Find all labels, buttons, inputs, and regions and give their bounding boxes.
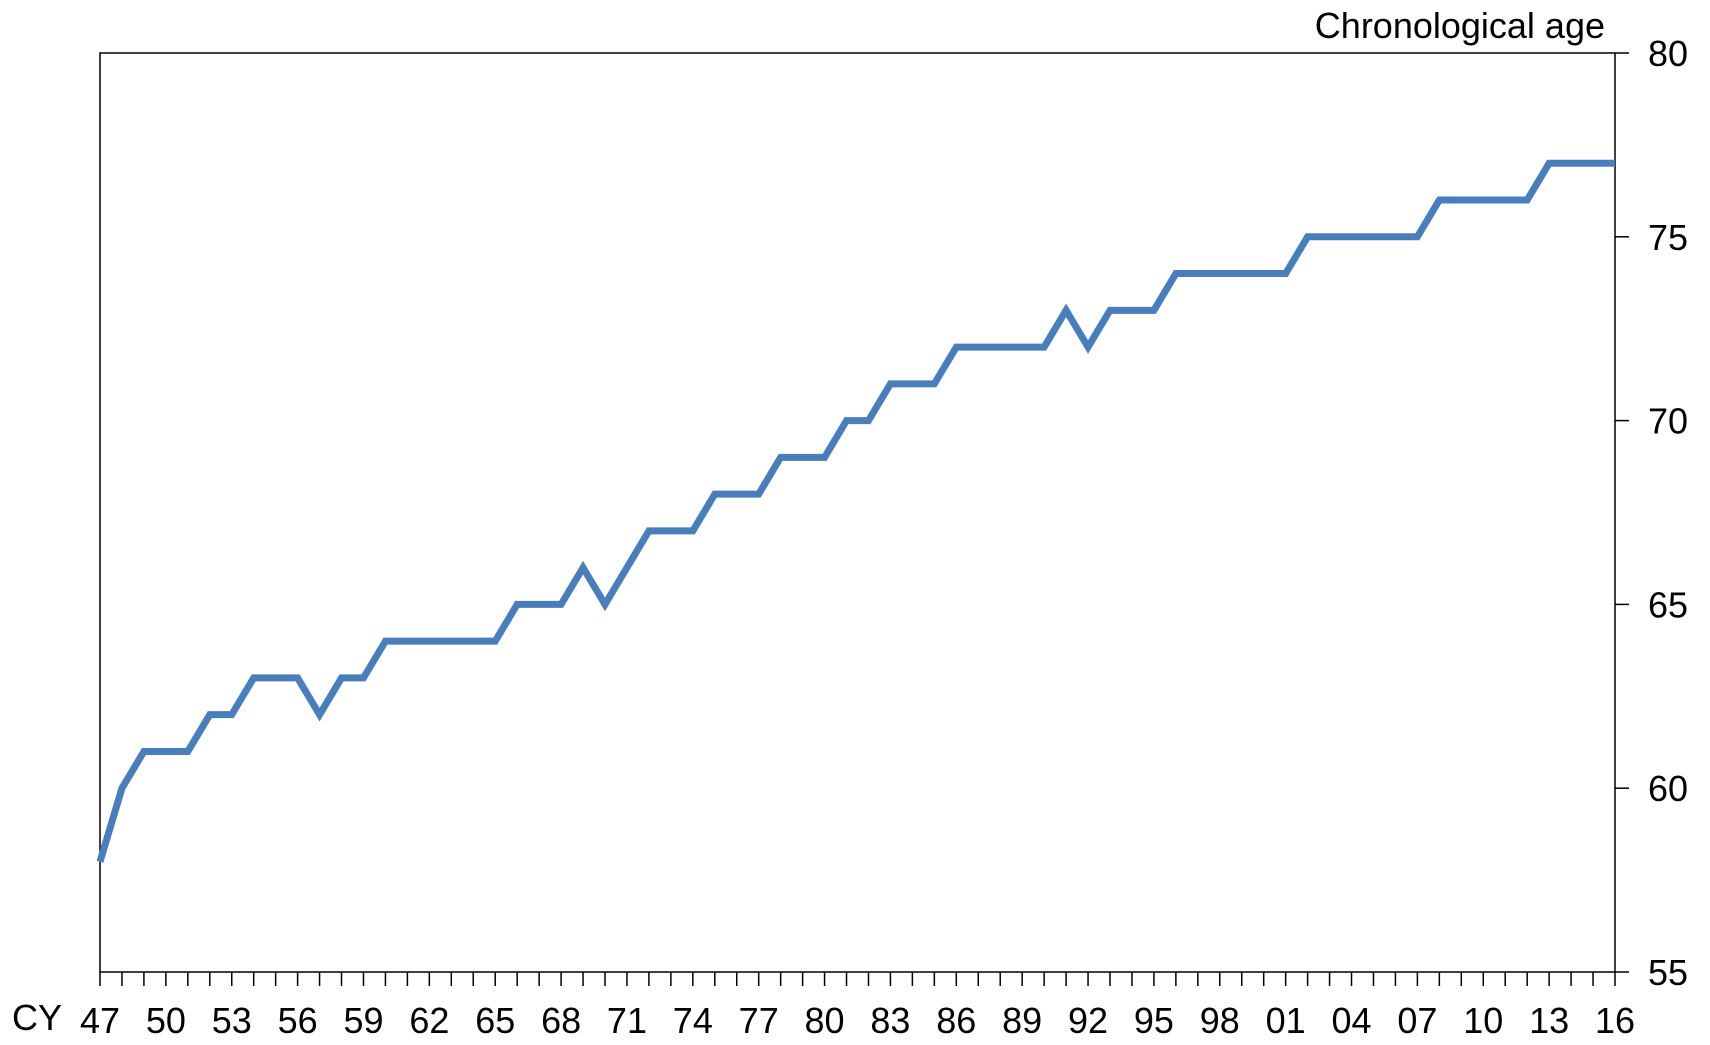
y-tick-label: 60	[1648, 768, 1688, 809]
x-tick-label: 65	[475, 1000, 515, 1041]
y-tick-label: 75	[1648, 217, 1688, 258]
x-tick-label: 68	[541, 1000, 581, 1041]
x-tick-label: 50	[146, 1000, 186, 1041]
x-tick-label: 83	[870, 1000, 910, 1041]
x-tick-label: 80	[805, 1000, 845, 1041]
y-axis-tick-labels: 55 60 65 70 75 80	[1648, 33, 1688, 993]
x-tick-label: 71	[607, 1000, 647, 1041]
x-tick-label: 89	[1002, 1000, 1042, 1041]
x-tick-label: 86	[936, 1000, 976, 1041]
x-tick-label: 47	[80, 1000, 120, 1041]
x-tick-label: 01	[1266, 1000, 1306, 1041]
x-tick-label: 53	[212, 1000, 252, 1041]
x-tick-label: 16	[1595, 1000, 1635, 1041]
x-tick-label: 62	[409, 1000, 449, 1041]
x-tick-label: 04	[1331, 1000, 1371, 1041]
x-axis-prefix: CY	[12, 997, 62, 1038]
y-tick-label: 70	[1648, 401, 1688, 442]
y-tick-label: 55	[1648, 952, 1688, 993]
y-tick-label: 65	[1648, 584, 1688, 625]
y-axis-ticks	[1615, 52, 1629, 973]
plot-area	[99, 52, 1616, 973]
x-tick-label: 92	[1068, 1000, 1108, 1041]
x-tick-label: 59	[343, 1000, 383, 1041]
x-axis-tick-labels: 47 50 53 56 59 62 65 68 71 74 77 80 83 86 89 92 95 98 01 04…	[80, 1000, 1635, 1041]
x-tick-label: 95	[1134, 1000, 1174, 1041]
x-tick-label: 74	[673, 1000, 713, 1041]
x-tick-label: 07	[1397, 1000, 1437, 1041]
x-axis-ticks	[99, 972, 1616, 986]
x-tick-label: 77	[739, 1000, 779, 1041]
x-tick-label: 98	[1200, 1000, 1240, 1041]
y-axis-title: Chronological age	[1315, 5, 1605, 46]
series-line	[96, 159, 1615, 863]
x-tick-label: 56	[278, 1000, 318, 1041]
y-tick-label: 80	[1648, 33, 1688, 74]
series-layer	[96, 159, 1615, 863]
x-tick-label: 13	[1529, 1000, 1569, 1041]
x-tick-label: 10	[1463, 1000, 1503, 1041]
